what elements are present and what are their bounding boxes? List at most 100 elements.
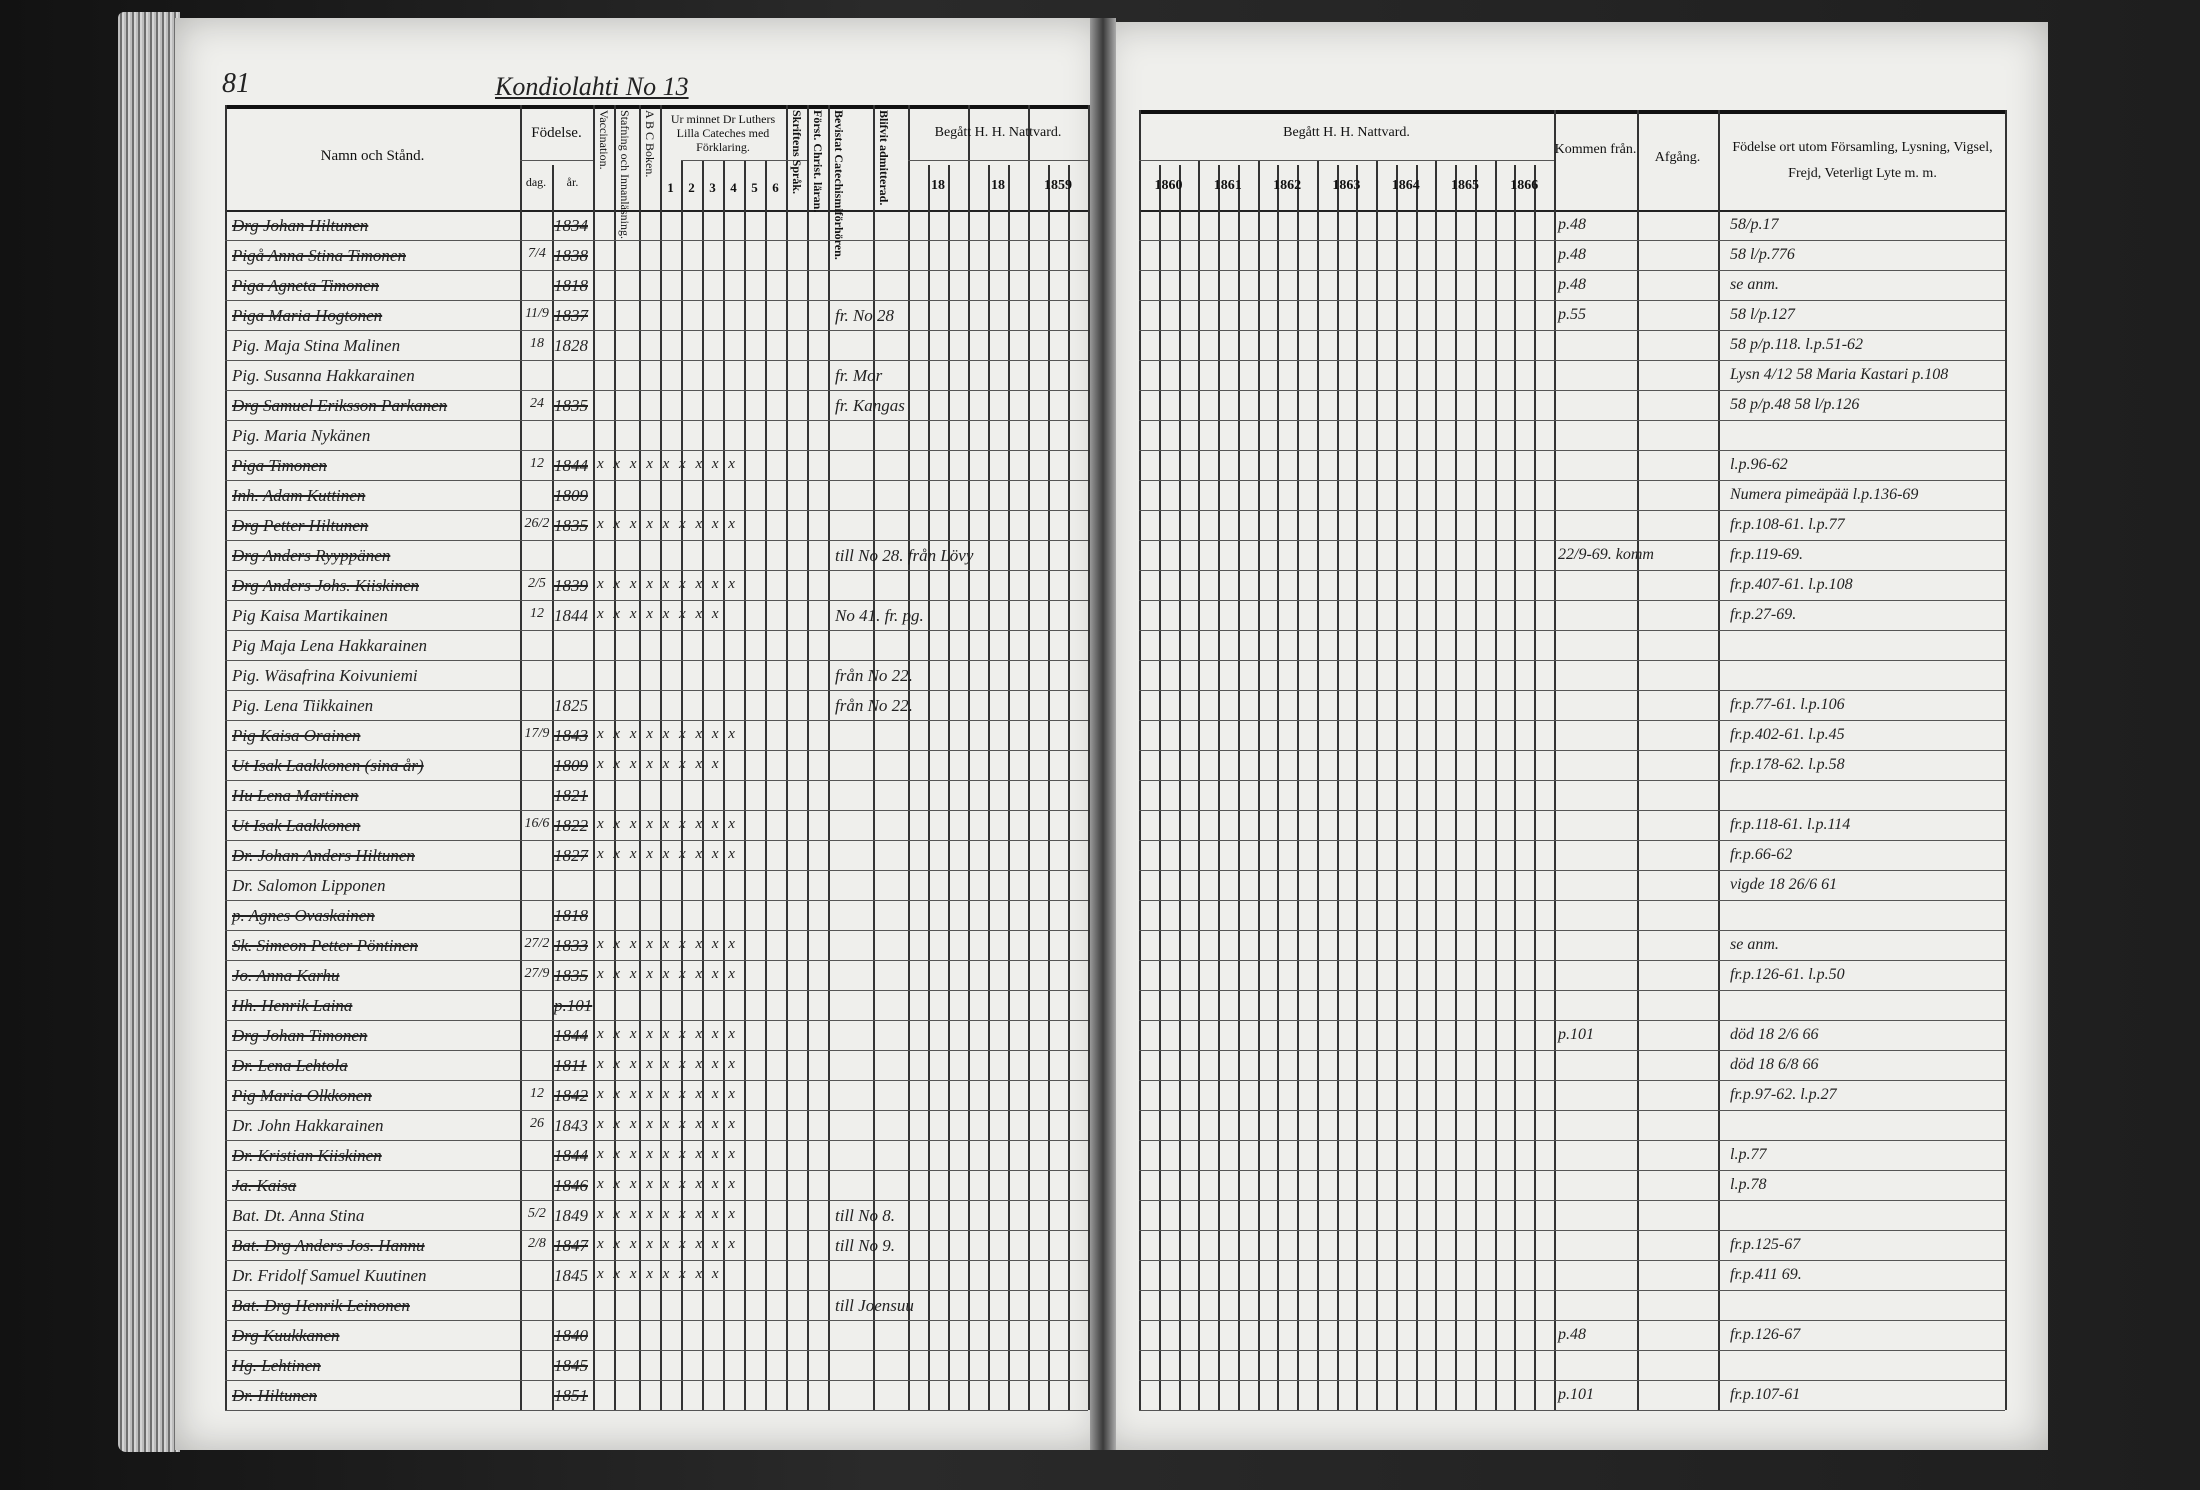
row-rule: [1139, 1380, 2005, 1382]
subheader-rule: [681, 160, 807, 162]
header-communion-year: 1864: [1391, 178, 1420, 193]
column-rule: [1376, 160, 1378, 1410]
birth-year: 1835: [554, 516, 588, 535]
birth-year: 1835: [554, 396, 588, 415]
row-rule: [1139, 870, 2005, 872]
row-rule: [1139, 390, 2005, 392]
subheader-rule: [908, 160, 1088, 162]
header-catechism-part: 1: [667, 180, 674, 195]
person-name: Hu Lena Martinen: [232, 786, 359, 805]
column-rule: [828, 105, 830, 1410]
exam-marks: x x x x x x x x x: [597, 846, 738, 862]
row-rule: [225, 390, 1088, 392]
subheader-rule: [1139, 160, 1554, 162]
birth-day: 24: [530, 396, 544, 411]
birth-year: 1844: [554, 606, 588, 625]
exam-marks: x x x x x x x x x: [597, 1176, 738, 1192]
row-rule: [225, 870, 1088, 872]
birth-year: 1811: [554, 1056, 587, 1075]
exam-marks: x x x x x x x x x: [597, 516, 738, 532]
arrived-from: p.48: [1558, 246, 1586, 263]
person-name: Dr. John Hakkarainen: [232, 1116, 384, 1135]
birth-year: 1843: [554, 1116, 588, 1135]
row-rule: [1139, 480, 2005, 482]
row-rule: [225, 1290, 1088, 1292]
column-rule: [1416, 165, 1418, 1410]
birth-year: 1835: [554, 966, 588, 985]
birth-day: 12: [530, 1086, 544, 1101]
birth-day: 7/4: [528, 246, 546, 261]
remarks: fr.p.107-61: [1730, 1386, 1801, 1403]
person-name: Pig Kaisa Martikainen: [232, 606, 388, 625]
birth-year: 1840: [554, 1326, 588, 1345]
row-rule: [1139, 990, 2005, 992]
column-rule: [1198, 160, 1200, 1410]
row-rule: [1139, 1290, 2005, 1292]
header-communion-year: 1862: [1273, 178, 1302, 193]
remarks: 58 l/p.776: [1730, 246, 1795, 263]
page-edges: [118, 12, 180, 1452]
person-name: Drg Anders Ryyppänen: [232, 546, 391, 565]
column-rule: [681, 160, 683, 1410]
exam-marks: x x x x x x x x: [597, 606, 722, 622]
header-catechism-part: 2: [688, 180, 695, 195]
row-rule: [1139, 510, 2005, 512]
person-name: Drg Johan Hiltunen: [232, 216, 369, 235]
remarks: fr.p.77-61. l.p.106: [1730, 696, 1845, 713]
column-rule: [1475, 165, 1477, 1410]
remarks: fr.p.108-61. l.p.77: [1730, 516, 1845, 533]
row-rule: [1139, 750, 2005, 752]
column-rule: [1455, 165, 1457, 1410]
column-rule: [1048, 165, 1050, 1410]
column-rule: [1356, 165, 1358, 1410]
row-rule: [1139, 1080, 2005, 1082]
row-rule: [1139, 780, 2005, 782]
birth-year: 1839: [554, 576, 588, 595]
row-rule: [1139, 900, 2005, 902]
transfer-note: från No 22.: [835, 666, 913, 685]
row-rule: [1139, 810, 2005, 812]
row-rule: [225, 600, 1088, 602]
transfer-note: till Joensuu: [835, 1296, 914, 1315]
arrived-from: p.101: [1558, 1386, 1594, 1403]
row-rule: [225, 480, 1088, 482]
arrived-from: p.55: [1558, 306, 1586, 323]
person-name: Dr. Salomon Lipponen: [232, 876, 386, 895]
row-rule: [225, 1170, 1088, 1172]
remarks: l.p.96-62: [1730, 456, 1788, 473]
header-catechism-part: 3: [709, 180, 716, 195]
person-name: Dr. Hiltunen: [232, 1386, 317, 1405]
row-rule: [1139, 1350, 2005, 1352]
remarks: se anm.: [1730, 276, 1779, 293]
header-catechism-part: 6: [772, 180, 779, 195]
header-communion: Begått H. H. Nattvard.: [934, 125, 1062, 140]
birth-year: 1821: [554, 786, 588, 805]
column-rule: [1637, 110, 1639, 1410]
person-name: Dr. Johan Anders Hiltunen: [232, 846, 415, 865]
remarks: fr.p.178-62. l.p.58: [1730, 756, 1845, 773]
column-rule: [1554, 110, 1556, 1410]
person-name: Drg Johan Timonen: [232, 1026, 368, 1045]
birth-day: 27/9: [524, 966, 550, 981]
birth-day: 16/6: [524, 816, 550, 831]
arrived-from: p.101: [1558, 1026, 1594, 1043]
header-catechism-part: 4: [730, 180, 737, 195]
transfer-note: fr. Mor: [835, 366, 883, 385]
arrived-from: p.48: [1558, 216, 1586, 233]
transfer-note: till No 8.: [835, 1206, 895, 1225]
remarks: fr.p.118-61. l.p.114: [1730, 816, 1851, 833]
remarks: fr.p.125-67: [1730, 1236, 1801, 1253]
header-communion-year: 18: [931, 178, 945, 193]
header-communion-year: 1865: [1451, 178, 1479, 193]
row-rule: [225, 1410, 1088, 1412]
exam-marks: x x x x x x x x x: [597, 1236, 738, 1252]
birth-year: 1809: [554, 756, 588, 775]
column-rule: [702, 160, 704, 1410]
row-rule: [1139, 600, 2005, 602]
row-rule: [225, 270, 1088, 272]
book-gutter: [1090, 18, 1116, 1450]
birth-year: 1851: [554, 1386, 588, 1405]
row-rule: [1139, 690, 2005, 692]
remarks: 58 p/p.48 58 l/p.126: [1730, 396, 1860, 413]
